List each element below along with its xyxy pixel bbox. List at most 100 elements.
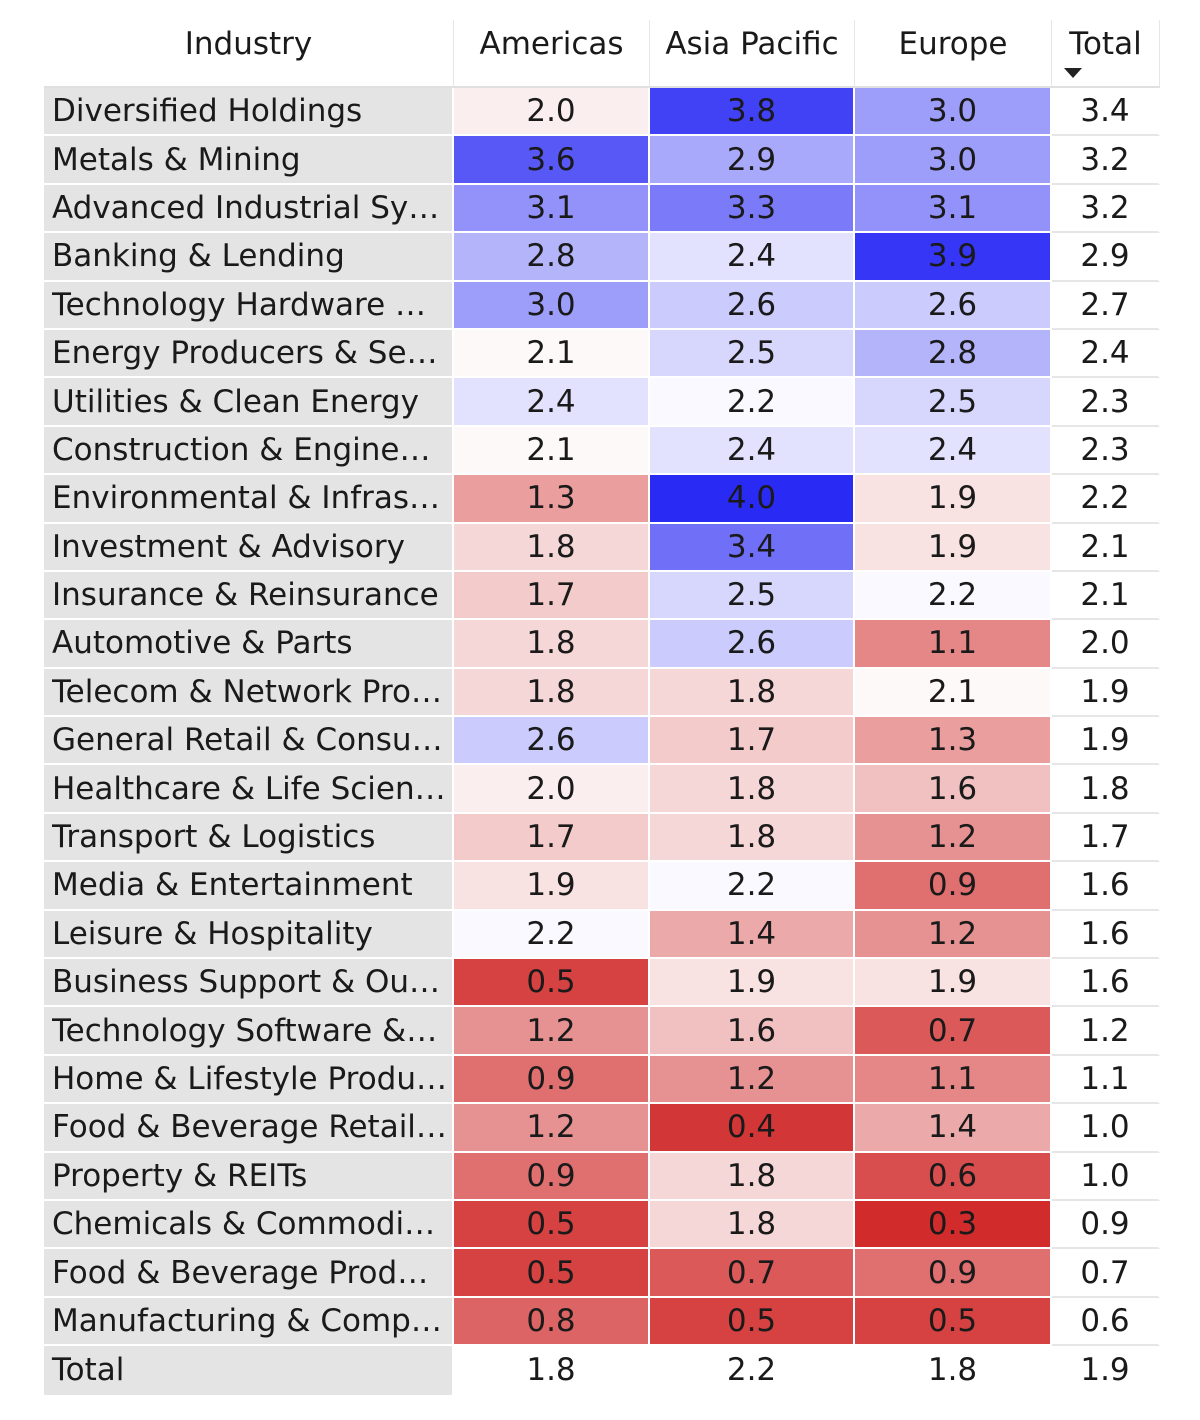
heatmap-cell-europe[interactable]: 1.1 xyxy=(855,1055,1052,1105)
heatmap-cell-europe[interactable]: 1.3 xyxy=(855,717,1052,766)
heatmap-cell-europe[interactable]: 1.2 xyxy=(855,813,1052,863)
heatmap-cell-europe[interactable]: 1.2 xyxy=(855,910,1052,960)
heatmap-cell-asia-pacific[interactable]: 2.4 xyxy=(650,233,855,282)
heatmap-cell-asia-pacific[interactable]: 1.8 xyxy=(650,765,855,814)
heatmap-cell-europe[interactable]: 0.5 xyxy=(855,1297,1052,1347)
table-row[interactable]: Technology Hardware & E... 3.0 2.6 2.6 2.7 xyxy=(44,281,1160,330)
heatmap-cell-americas[interactable]: 0.5 xyxy=(454,959,650,1008)
heatmap-cell-asia-pacific[interactable]: 0.4 xyxy=(650,1104,855,1153)
heatmap-cell-americas[interactable]: 2.8 xyxy=(454,233,650,282)
table-row[interactable]: Business Support & Outso... 0.5 1.9 1.9 1.6 xyxy=(44,959,1160,1008)
heatmap-cell-asia-pacific[interactable]: 2.9 xyxy=(650,136,855,185)
heatmap-cell-americas[interactable]: 0.9 xyxy=(454,1152,650,1201)
heatmap-cell-asia-pacific[interactable]: 1.8 xyxy=(650,1200,855,1250)
table-row[interactable]: Technology Software & Se... 1.2 1.6 0.7 1.2 xyxy=(44,1007,1160,1056)
heatmap-cell-asia-pacific[interactable]: 2.5 xyxy=(650,329,855,379)
table-row[interactable]: Media & Entertainment 1.9 2.2 0.9 1.6 xyxy=(44,862,1160,911)
table-row[interactable]: Telecom & Network Provid... 1.8 1.8 2.1 1.9 xyxy=(44,668,1160,718)
heatmap-cell-americas[interactable]: 0.8 xyxy=(454,1297,650,1347)
heatmap-cell-europe[interactable]: 1.4 xyxy=(855,1104,1052,1153)
heatmap-cell-europe[interactable]: 2.4 xyxy=(855,426,1052,476)
table-row[interactable]: Investment & Advisory 1.8 3.4 1.9 2.1 xyxy=(44,523,1160,572)
table-row[interactable]: Energy Producers & Servic...2.12.52.82.4 xyxy=(44,329,1160,379)
table-row[interactable]: Manufacturing & Compon... 0.8 0.5 0.5 0.6 xyxy=(44,1297,1160,1347)
table-row[interactable]: Food & Beverage Producers 0.5 0.7 0.9 0.7 xyxy=(44,1249,1160,1298)
table-row[interactable]: Metals & Mining 3.6 2.9 3.0 3.2 xyxy=(44,136,1160,185)
heatmap-cell-europe[interactable]: 3.0 xyxy=(855,136,1052,185)
heatmap-cell-americas[interactable]: 1.8 xyxy=(454,523,650,572)
heatmap-cell-asia-pacific[interactable]: 1.4 xyxy=(650,910,855,960)
heatmap-cell-europe[interactable]: 2.2 xyxy=(855,571,1052,621)
heatmap-cell-europe[interactable]: 3.1 xyxy=(855,184,1052,234)
heatmap-cell-europe[interactable]: 1.9 xyxy=(855,475,1052,524)
table-row[interactable]: Banking & Lending 2.8 2.4 3.9 2.9 xyxy=(44,233,1160,282)
heatmap-cell-americas[interactable]: 1.9 xyxy=(454,862,650,911)
heatmap-cell-europe[interactable]: 1.6 xyxy=(855,765,1052,814)
heatmap-cell-asia-pacific[interactable]: 2.4 xyxy=(650,426,855,476)
heatmap-cell-asia-pacific[interactable]: 1.2 xyxy=(650,1055,855,1105)
heatmap-cell-europe[interactable]: 0.7 xyxy=(855,1007,1052,1056)
heatmap-cell-europe[interactable]: 2.6 xyxy=(855,281,1052,330)
heatmap-cell-asia-pacific[interactable]: 0.5 xyxy=(650,1297,855,1347)
table-row[interactable]: Transport & Logistics 1.7 1.8 1.2 1.7 xyxy=(44,813,1160,863)
heatmap-cell-americas[interactable]: 2.0 xyxy=(454,88,650,137)
heatmap-cell-asia-pacific[interactable]: 3.8 xyxy=(650,88,855,137)
heatmap-cell-americas[interactable]: 3.1 xyxy=(454,184,650,234)
heatmap-cell-americas[interactable]: 1.2 xyxy=(454,1007,650,1056)
heatmap-cell-europe[interactable]: 1.9 xyxy=(855,959,1052,1008)
heatmap-cell-americas[interactable]: 1.7 xyxy=(454,813,650,863)
table-row[interactable]: General Retail & Consume... 2.6 1.7 1.3 1.9 xyxy=(44,717,1160,766)
table-row[interactable]: Healthcare & Life Sciences 2.0 1.8 1.6 1.8 xyxy=(44,765,1160,814)
heatmap-cell-americas[interactable]: 1.2 xyxy=(454,1104,650,1153)
heatmap-cell-americas[interactable]: 1.8 xyxy=(454,620,650,669)
heatmap-cell-asia-pacific[interactable]: 0.7 xyxy=(650,1249,855,1298)
table-row[interactable]: Advanced Industrial Systems3.13.33.13.2 xyxy=(44,184,1160,234)
heatmap-cell-americas[interactable]: 2.6 xyxy=(454,717,650,766)
heatmap-cell-americas[interactable]: 1.8 xyxy=(454,668,650,718)
heatmap-cell-americas[interactable]: 2.4 xyxy=(454,378,650,427)
column-header-americas[interactable]: Americas xyxy=(454,20,650,88)
heatmap-cell-asia-pacific[interactable]: 1.8 xyxy=(650,813,855,863)
table-row[interactable]: Construction & Engineering 2.1 2.4 2.4 2.3 xyxy=(44,426,1160,476)
heatmap-cell-europe[interactable]: 0.9 xyxy=(855,862,1052,911)
heatmap-cell-asia-pacific[interactable]: 1.7 xyxy=(650,717,855,766)
heatmap-cell-americas[interactable]: 1.7 xyxy=(454,571,650,621)
table-row[interactable]: Diversified Holdings 2.0 3.8 3.0 3.4 xyxy=(44,88,1160,137)
heatmap-cell-asia-pacific[interactable]: 3.3 xyxy=(650,184,855,234)
heatmap-cell-americas[interactable]: 2.1 xyxy=(454,426,650,476)
heatmap-cell-asia-pacific[interactable]: 2.5 xyxy=(650,571,855,621)
heatmap-cell-europe[interactable]: 2.1 xyxy=(855,668,1052,718)
heatmap-cell-americas[interactable]: 2.2 xyxy=(454,910,650,960)
table-row[interactable]: Leisure & Hospitality 2.2 1.4 1.2 1.6 xyxy=(44,910,1160,960)
heatmap-cell-americas[interactable]: 3.0 xyxy=(454,281,650,330)
heatmap-cell-europe[interactable]: 3.0 xyxy=(855,88,1052,137)
column-header-asia-pacific[interactable]: Asia Pacific xyxy=(650,20,855,88)
table-row[interactable]: Automotive & Parts 1.8 2.6 1.1 2.0 xyxy=(44,620,1160,669)
heatmap-cell-europe[interactable]: 2.8 xyxy=(855,329,1052,379)
table-row[interactable]: Chemicals & Commodities 0.5 1.8 0.3 0.9 xyxy=(44,1200,1160,1250)
heatmap-cell-asia-pacific[interactable]: 3.4 xyxy=(650,523,855,572)
heatmap-cell-europe[interactable]: 1.1 xyxy=(855,620,1052,669)
heatmap-cell-europe[interactable]: 0.9 xyxy=(855,1249,1052,1298)
heatmap-cell-americas[interactable]: 0.5 xyxy=(454,1200,650,1250)
heatmap-cell-americas[interactable]: 2.0 xyxy=(454,765,650,814)
heatmap-cell-asia-pacific[interactable]: 1.8 xyxy=(650,1152,855,1201)
heatmap-cell-asia-pacific[interactable]: 1.8 xyxy=(650,668,855,718)
heatmap-cell-americas[interactable]: 3.6 xyxy=(454,136,650,185)
heatmap-cell-asia-pacific[interactable]: 2.2 xyxy=(650,378,855,427)
heatmap-cell-asia-pacific[interactable]: 2.6 xyxy=(650,620,855,669)
heatmap-cell-asia-pacific[interactable]: 4.0 xyxy=(650,475,855,524)
heatmap-cell-americas[interactable]: 1.3 xyxy=(454,475,650,524)
sort-descending-icon[interactable] xyxy=(1064,68,1082,78)
column-header-total[interactable]: Total xyxy=(1052,20,1160,88)
heatmap-cell-asia-pacific[interactable]: 2.2 xyxy=(650,862,855,911)
table-row[interactable]: Property & REITs 0.9 1.8 0.6 1.0 xyxy=(44,1152,1160,1201)
heatmap-cell-americas[interactable]: 2.1 xyxy=(454,329,650,379)
table-row[interactable]: Insurance & Reinsurance 1.7 2.5 2.2 2.1 xyxy=(44,571,1160,621)
heatmap-cell-asia-pacific[interactable]: 1.6 xyxy=(650,1007,855,1056)
heatmap-cell-europe[interactable]: 1.9 xyxy=(855,523,1052,572)
heatmap-cell-americas[interactable]: 0.5 xyxy=(454,1249,650,1298)
heatmap-cell-europe[interactable]: 2.5 xyxy=(855,378,1052,427)
heatmap-cell-europe[interactable]: 0.6 xyxy=(855,1152,1052,1201)
table-row[interactable]: Environmental & Infrastruc...1.34.01.92.… xyxy=(44,475,1160,524)
